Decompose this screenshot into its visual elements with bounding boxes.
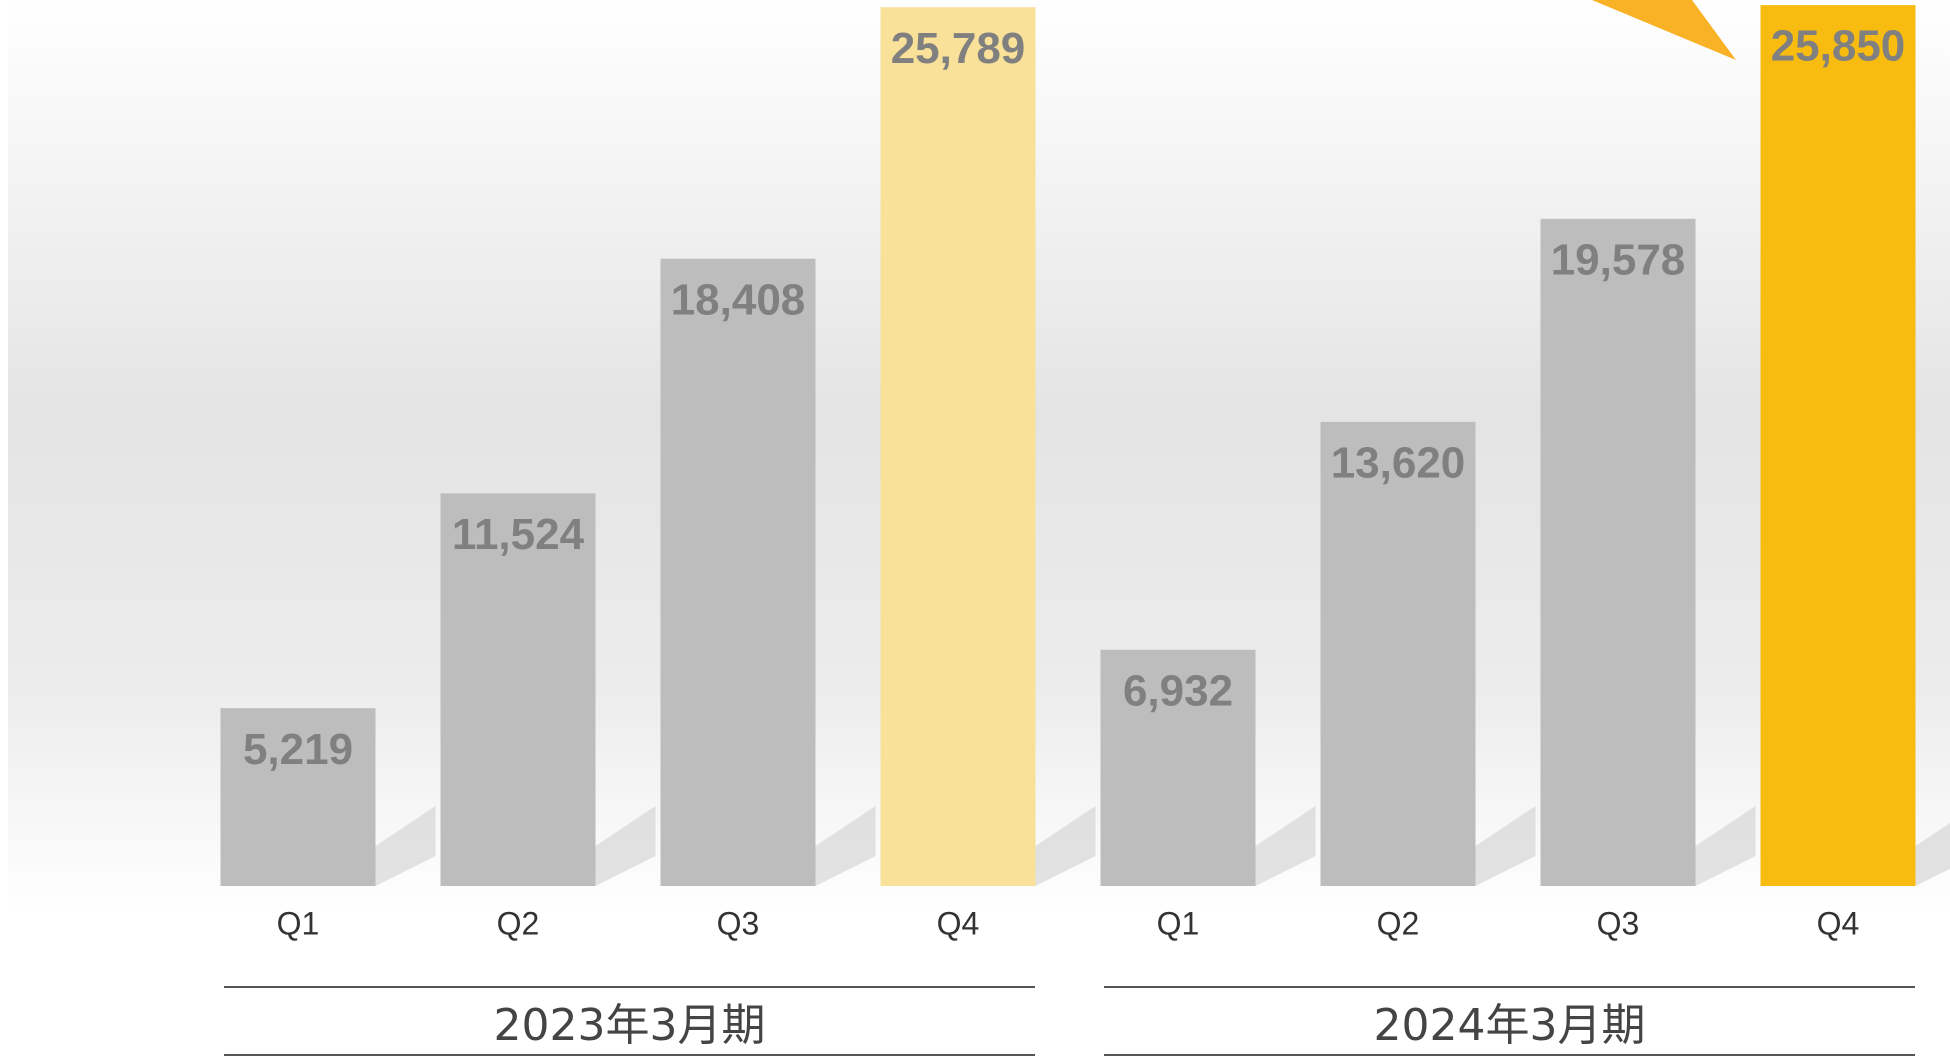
x-tick-label: Q4 <box>1817 905 1860 941</box>
value-label: 11,524 <box>452 510 585 559</box>
x-tick-label: Q4 <box>937 905 980 941</box>
x-tick-label: Q1 <box>1157 905 1200 941</box>
bar-shadow <box>1695 806 1756 886</box>
x-tick-label: Q2 <box>1377 905 1420 941</box>
bar-shadow <box>1035 806 1096 886</box>
value-label: 18,408 <box>671 275 806 324</box>
bar-shadow <box>1475 806 1536 886</box>
bar <box>1540 218 1696 887</box>
group-label: 2024年3月期 <box>1374 1000 1646 1051</box>
x-tick-label: Q3 <box>717 905 760 941</box>
bar <box>660 258 816 886</box>
x-tick-label: Q3 <box>1597 905 1640 941</box>
bar <box>1320 421 1476 886</box>
value-label: 5,219 <box>243 725 353 774</box>
value-label: 6,932 <box>1123 666 1233 715</box>
bar-shadow <box>1255 806 1316 886</box>
value-label: 25,789 <box>891 24 1026 73</box>
x-tick-label: Q1 <box>277 905 320 941</box>
value-label: 13,620 <box>1331 438 1466 487</box>
bar <box>220 708 376 886</box>
bar-shadow <box>595 806 656 886</box>
bar-shadow <box>1915 823 1950 886</box>
group-label: 2023年3月期 <box>494 1000 766 1051</box>
x-tick-label: Q2 <box>497 905 540 941</box>
bar <box>1100 649 1256 886</box>
bar <box>1760 5 1916 887</box>
bar-shadow <box>375 806 436 886</box>
arrow-decoration <box>1592 0 1736 60</box>
bar-shadow <box>815 806 876 886</box>
value-label: 19,578 <box>1551 235 1686 284</box>
bar <box>880 7 1036 886</box>
value-label: 25,850 <box>1771 22 1906 71</box>
bar <box>440 493 596 886</box>
